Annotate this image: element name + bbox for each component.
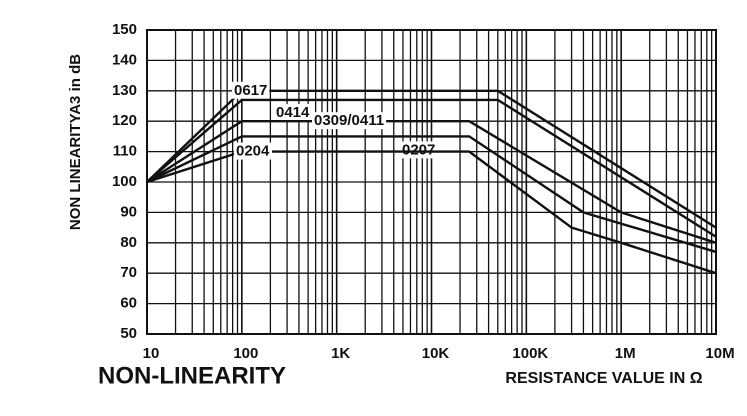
- x-tick-label: 100K: [512, 345, 548, 362]
- x-tick-label: 10M: [705, 345, 734, 362]
- x-tick-label: 1K: [331, 345, 350, 362]
- y-tick-label: 140: [112, 51, 137, 68]
- x-tick-label: 1M: [615, 345, 636, 362]
- series-line: [146, 150, 717, 275]
- series-line: [146, 120, 717, 244]
- y-tick-label: 120: [112, 112, 137, 129]
- y-tick-label: 110: [113, 143, 137, 160]
- y-tick-label: 100: [112, 173, 137, 190]
- y-axis-label: NON LINEARITYA3 in dB: [67, 54, 84, 230]
- line-label: 0617: [234, 82, 267, 99]
- line-label: 0204: [236, 143, 270, 160]
- y-tick-label: 80: [120, 234, 137, 251]
- line-label: 0309/0411: [314, 112, 384, 129]
- line-label-bg: [274, 103, 313, 121]
- y-tick-label: 90: [120, 203, 137, 220]
- line-label: 0207: [402, 141, 435, 158]
- line-label-bg: [312, 112, 387, 130]
- line-label: 0414: [276, 104, 310, 121]
- series-line: [146, 135, 717, 254]
- y-tick-label: 50: [120, 325, 137, 342]
- line-label-bg: [234, 142, 273, 160]
- x-tick-label: 10: [143, 345, 160, 362]
- series-line: [146, 98, 717, 238]
- chart-title: NON-LINEARITY: [98, 362, 286, 389]
- x-tick-label: 10K: [422, 345, 450, 362]
- y-tick-label: 150: [112, 21, 137, 38]
- line-label-bg: [232, 81, 270, 99]
- x-tick-label: 100: [233, 345, 258, 362]
- series-line: [146, 89, 717, 229]
- y-tick-label: 60: [120, 295, 137, 312]
- y-tick-label: 70: [120, 264, 137, 281]
- x-axis-label: RESISTANCE VALUE IN Ω: [505, 370, 702, 387]
- y-tick-label: 130: [112, 82, 137, 99]
- line-label-bg: [400, 141, 438, 159]
